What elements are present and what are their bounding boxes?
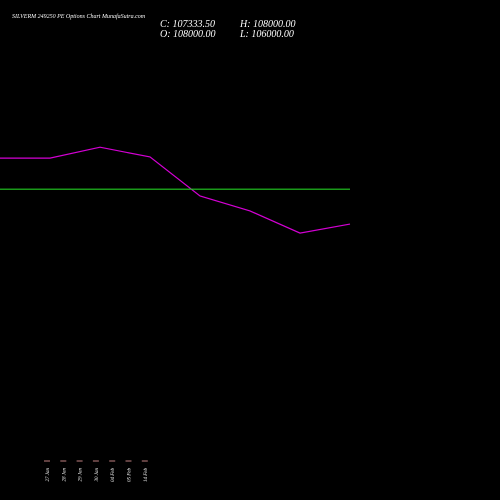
- series-line: [0, 146, 351, 234]
- x-tick-label: 14 Feb: [144, 468, 149, 483]
- x-tick-label: 05 Feb: [128, 468, 133, 483]
- x-tick-label: 30 Jan: [95, 468, 100, 482]
- x-tick-label: 04 Feb: [111, 468, 116, 483]
- high-label: H: 108000.00: [239, 19, 296, 30]
- open-label: O: 108000.00: [160, 29, 216, 40]
- chart-title: SILVERM 249250 PE Options Chart MunafaSu…: [12, 13, 146, 20]
- low-label: L: 106000.00: [239, 29, 294, 40]
- x-tick-label: 28 Jan: [62, 468, 67, 482]
- x-tick-label: 27 Jan: [46, 468, 51, 482]
- x-tick-label: 29 Jan: [79, 468, 84, 482]
- close-label: C: 107333.50: [160, 19, 215, 30]
